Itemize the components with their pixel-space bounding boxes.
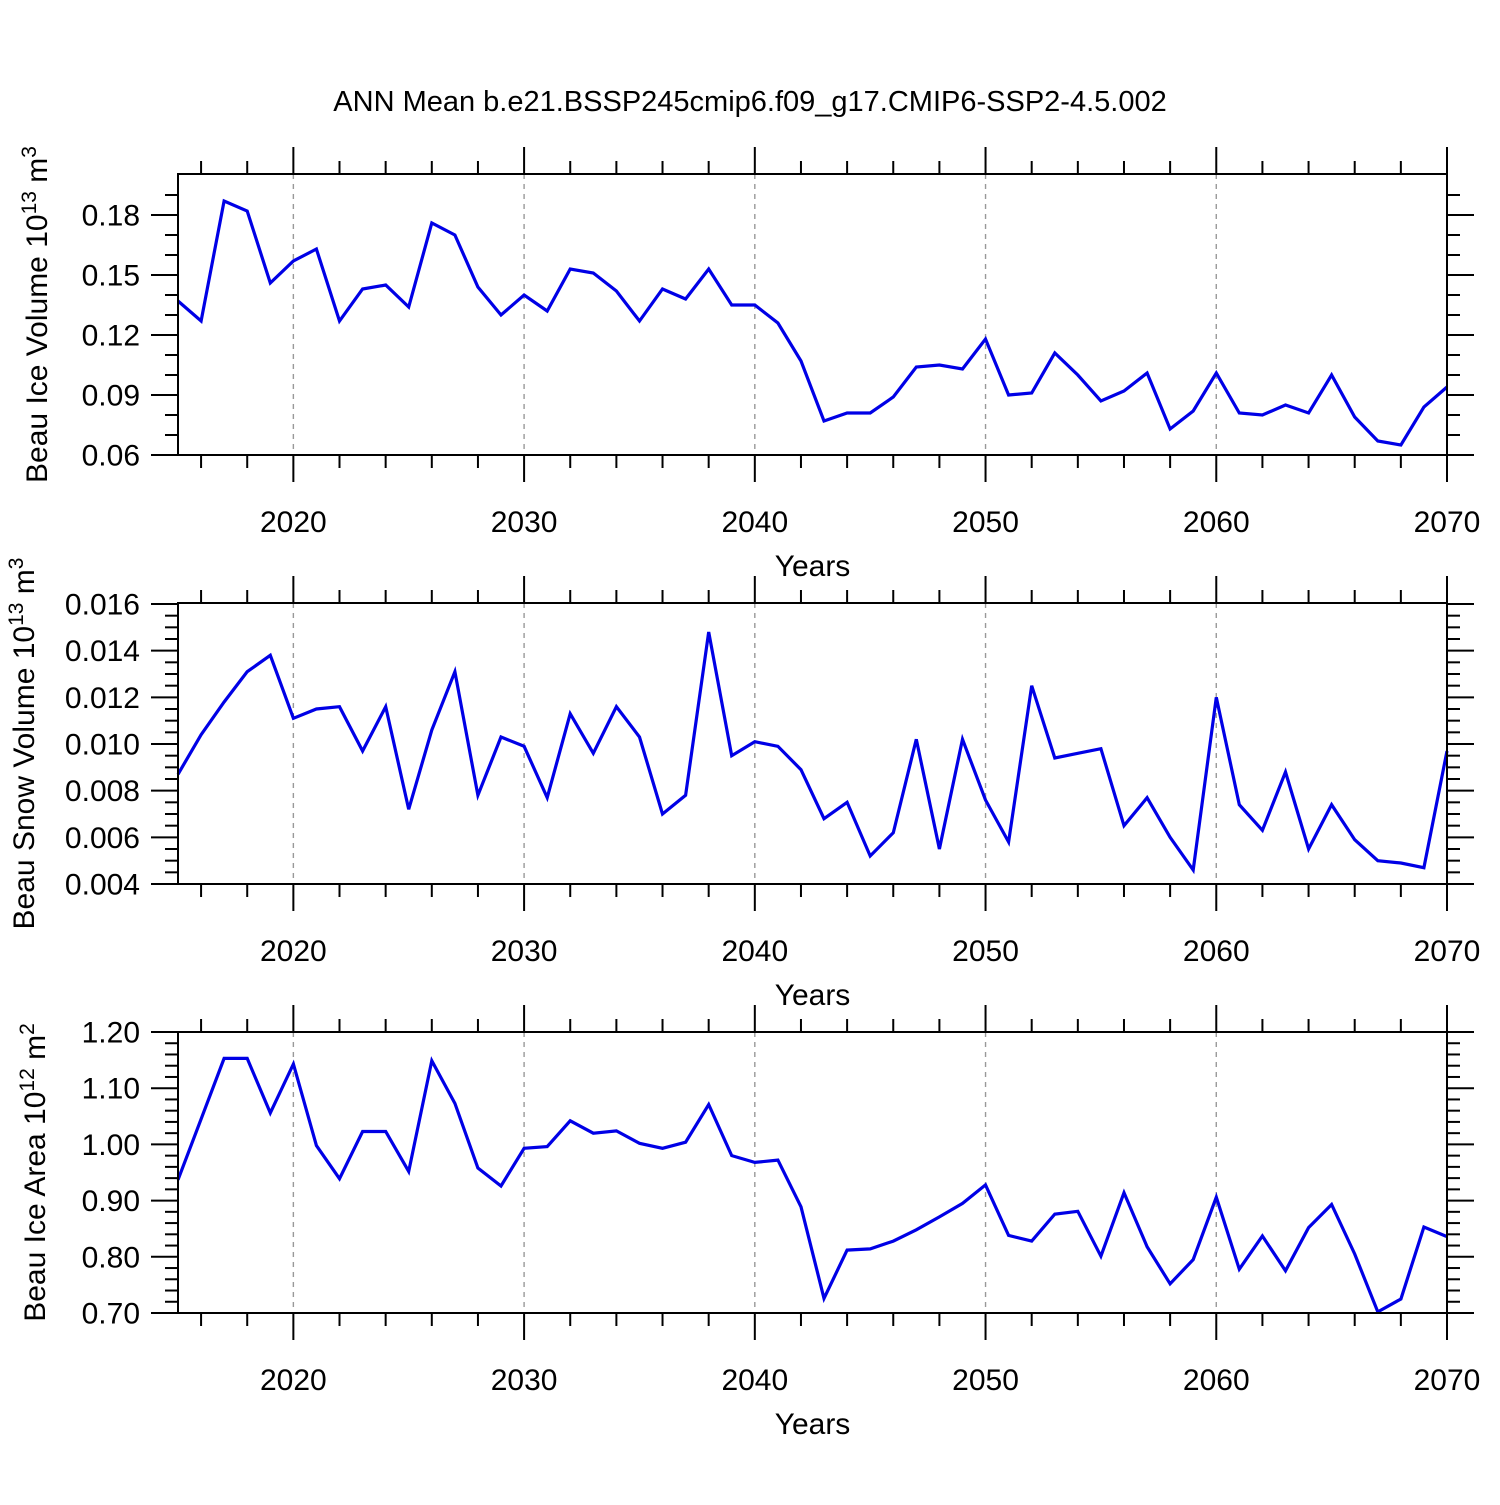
y-tick-label: 1.20 <box>82 1017 140 1050</box>
y-tick-label: 0.06 <box>82 440 140 473</box>
y-axis-title: Beau Ice Area 1012 m2 <box>16 1023 52 1322</box>
x-tick-label: 2060 <box>1183 506 1250 539</box>
y-tick-label: 0.15 <box>82 260 140 293</box>
panel-ice-volume: 2020 2030 2040 2050 2060 2070 0.06 0.09 0.12 0.15… <box>18 146 1480 583</box>
y-axis-title: Beau Ice Volume 1013 m3 <box>18 146 54 483</box>
series-line-ice-area <box>176 1056 1448 1315</box>
plot-frame <box>177 173 1448 456</box>
y-tick-label: 0.90 <box>82 1185 140 1218</box>
y-tick-label: 0.012 <box>65 682 140 715</box>
x-tick-label: 2050 <box>952 935 1019 968</box>
x-axis-title: Years <box>775 550 851 583</box>
plot-frame <box>177 602 1448 885</box>
x-tick-label: 2070 <box>1414 1364 1481 1397</box>
y-tick-label: 0.70 <box>82 1298 140 1331</box>
y-tick-label: 0.09 <box>82 380 140 413</box>
series-line-ice-volume <box>176 198 1449 447</box>
y-axis-title: Beau Snow Volume 1013 m3 <box>5 558 41 930</box>
y-tick-label: 0.18 <box>82 200 140 233</box>
y-tick-label: 0.006 <box>65 822 140 855</box>
plot-frame <box>177 1031 1448 1314</box>
x-tick-label: 2040 <box>721 1364 788 1397</box>
x-tick-label: 2040 <box>721 506 788 539</box>
y-tick-label: 0.12 <box>82 320 140 353</box>
y-tick-label: 0.010 <box>65 729 140 762</box>
panel-ice-area: 2020 2030 2040 2050 2060 2070 0.70 0.80 0.90 1.00… <box>16 1005 1480 1441</box>
x-tick-label: 2070 <box>1414 506 1481 539</box>
x-tick-label: 2030 <box>491 1364 558 1397</box>
x-axis-title: Years <box>775 979 851 1012</box>
x-tick-label: 2050 <box>952 1364 1019 1397</box>
y-tick-label: 0.014 <box>65 635 140 668</box>
x-tick-label: 2060 <box>1183 1364 1250 1397</box>
y-tick-label: 0.004 <box>65 869 140 902</box>
x-tick-label: 2030 <box>491 506 558 539</box>
x-tick-label: 2070 <box>1414 935 1481 968</box>
x-tick-label: 2020 <box>260 1364 327 1397</box>
panel-snow-volume: 2020 2030 2040 2050 2060 2070 0.004 0.006 0.008 0… <box>5 558 1480 1012</box>
y-tick-label: 0.80 <box>82 1241 140 1274</box>
figure-title: ANN Mean b.e21.BSSP245cmip6.f09_g17.CMIP… <box>333 86 1166 118</box>
x-tick-label: 2020 <box>260 506 327 539</box>
y-tick-label: 0.016 <box>65 589 140 622</box>
y-tick-label: 1.00 <box>82 1129 140 1162</box>
x-axis-title: Years <box>775 1408 851 1441</box>
y-tick-label: 0.008 <box>65 775 140 808</box>
x-tick-label: 2020 <box>260 935 327 968</box>
x-tick-label: 2040 <box>721 935 788 968</box>
y-tick-label: 1.10 <box>82 1073 140 1106</box>
x-tick-label: 2050 <box>952 506 1019 539</box>
x-tick-label: 2030 <box>491 935 558 968</box>
series-line-snow-volume <box>176 631 1449 875</box>
x-tick-label: 2060 <box>1183 935 1250 968</box>
